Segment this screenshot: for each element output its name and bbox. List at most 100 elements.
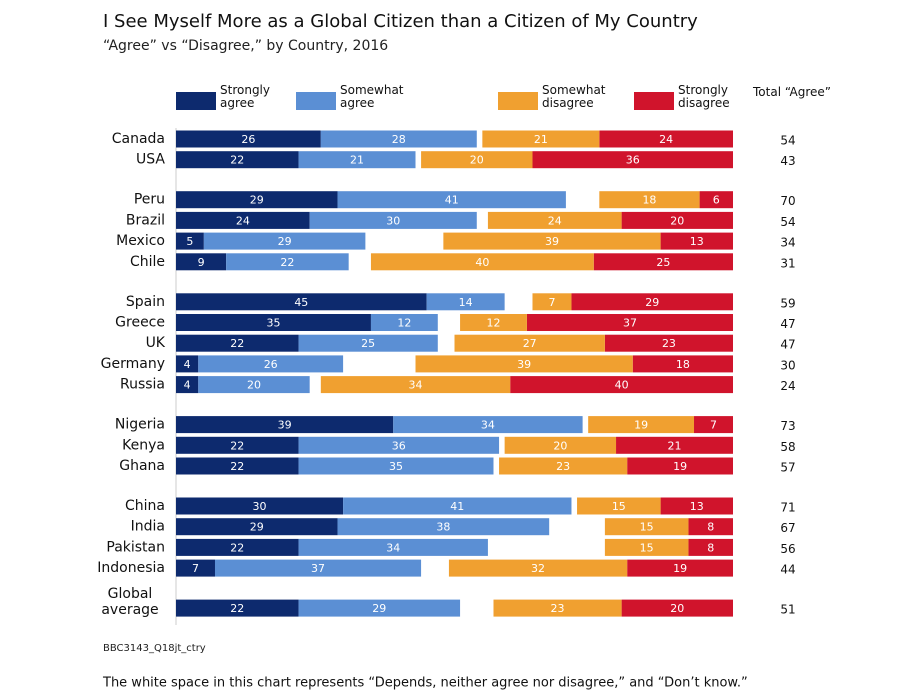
bar-segment — [176, 293, 427, 311]
value-label: 35 — [389, 460, 403, 473]
total-value: 70 — [780, 194, 795, 208]
value-label: 34 — [481, 419, 495, 432]
value-label: 18 — [642, 194, 656, 207]
total-value: 57 — [780, 461, 795, 475]
bar-segment — [343, 497, 572, 515]
bar-segment — [604, 334, 733, 352]
bar-segment — [532, 293, 572, 311]
bar-segment — [176, 457, 299, 475]
bar-segment — [460, 314, 527, 331]
value-label: 13 — [690, 235, 704, 248]
value-label: 29 — [250, 521, 264, 534]
legend-label: Somewhat agree — [340, 83, 404, 110]
value-label: 40 — [615, 379, 629, 392]
value-label: 7 — [548, 296, 555, 309]
total-value: 59 — [780, 296, 795, 310]
value-label: 36 — [626, 154, 640, 167]
value-label: 20 — [670, 214, 684, 227]
category-label: UK — [146, 335, 166, 351]
category-label: Brazil — [126, 212, 165, 228]
value-label: 20 — [247, 379, 261, 392]
bar-segment — [632, 355, 733, 373]
value-label: 22 — [230, 541, 244, 554]
bar-segment — [214, 559, 422, 577]
value-label: 4 — [184, 379, 191, 392]
value-label: 29 — [645, 296, 659, 309]
value-label: 20 — [553, 439, 567, 452]
value-label: 22 — [230, 154, 244, 167]
value-label: 14 — [459, 296, 473, 309]
total-value: 44 — [780, 563, 795, 577]
bar-segment — [176, 211, 310, 229]
value-label: 23 — [551, 602, 565, 615]
category-label: Spain — [126, 294, 165, 310]
value-label: 24 — [548, 214, 562, 227]
value-label: 22 — [230, 460, 244, 473]
value-label: 23 — [556, 460, 570, 473]
value-label: 4 — [184, 358, 191, 371]
source: BBC3143_Q18jt_ctry — [103, 643, 206, 654]
bar-segment — [448, 559, 628, 577]
bar-segment — [176, 376, 199, 394]
legend-label: Somewhat disagree — [542, 83, 606, 110]
value-label: 5 — [186, 235, 193, 248]
bar-segment — [370, 314, 438, 331]
value-label: 29 — [278, 235, 292, 248]
category-label: China — [125, 498, 165, 514]
value-label: 39 — [278, 419, 292, 432]
category-label: Germany — [101, 356, 165, 372]
value-label: 7 — [710, 419, 717, 432]
value-label: 25 — [361, 337, 375, 350]
bar-segment — [694, 416, 733, 434]
value-label: 22 — [280, 256, 294, 269]
value-label: 15 — [612, 500, 626, 513]
bar-segment — [176, 538, 299, 556]
bar-segment — [176, 518, 338, 536]
total-value: 73 — [780, 419, 795, 433]
bar-segment — [337, 191, 566, 209]
bar-segment — [627, 457, 733, 475]
category-label: Peru — [134, 192, 165, 208]
bar-segment — [176, 314, 371, 331]
bar-segment — [577, 497, 661, 515]
bar-segment — [504, 436, 617, 454]
value-label: 15 — [640, 541, 654, 554]
category-label: Indonesia — [97, 560, 165, 576]
total-value: 71 — [780, 501, 795, 515]
value-label: 8 — [707, 521, 714, 534]
total-value: 31 — [780, 256, 795, 270]
bar-segment — [298, 436, 500, 454]
bar-segment — [176, 416, 394, 434]
value-label: 39 — [545, 235, 559, 248]
legend-swatch — [498, 92, 538, 110]
value-label: 29 — [372, 602, 386, 615]
value-label: 19 — [673, 562, 687, 575]
bar-segment — [593, 253, 733, 271]
bar-segment — [203, 232, 366, 250]
value-label: 12 — [397, 317, 411, 330]
value-label: 24 — [236, 214, 250, 227]
bar-segment — [599, 191, 700, 209]
total-value: 58 — [780, 440, 795, 454]
bar-segment — [699, 191, 733, 209]
chart-subtitle: “Agree” vs “Disagree,” by Country, 2016 — [103, 38, 388, 54]
total-header: Total “Agree” — [753, 85, 831, 99]
value-label: 20 — [670, 602, 684, 615]
value-label: 26 — [241, 133, 255, 146]
bar-segment — [176, 191, 338, 209]
bar-segment — [176, 232, 204, 250]
value-label: 28 — [392, 133, 406, 146]
bar-segment — [532, 151, 733, 169]
value-label: 8 — [707, 541, 714, 554]
bar-segment — [393, 416, 583, 434]
bar-segment — [176, 436, 299, 454]
bar-segment — [176, 334, 299, 352]
total-value: 30 — [780, 358, 795, 372]
bar-segment — [298, 538, 488, 556]
value-label: 23 — [662, 337, 676, 350]
value-label: 34 — [409, 379, 423, 392]
bar-segment — [487, 211, 622, 229]
value-label: 32 — [531, 562, 545, 575]
value-label: 21 — [668, 439, 682, 452]
